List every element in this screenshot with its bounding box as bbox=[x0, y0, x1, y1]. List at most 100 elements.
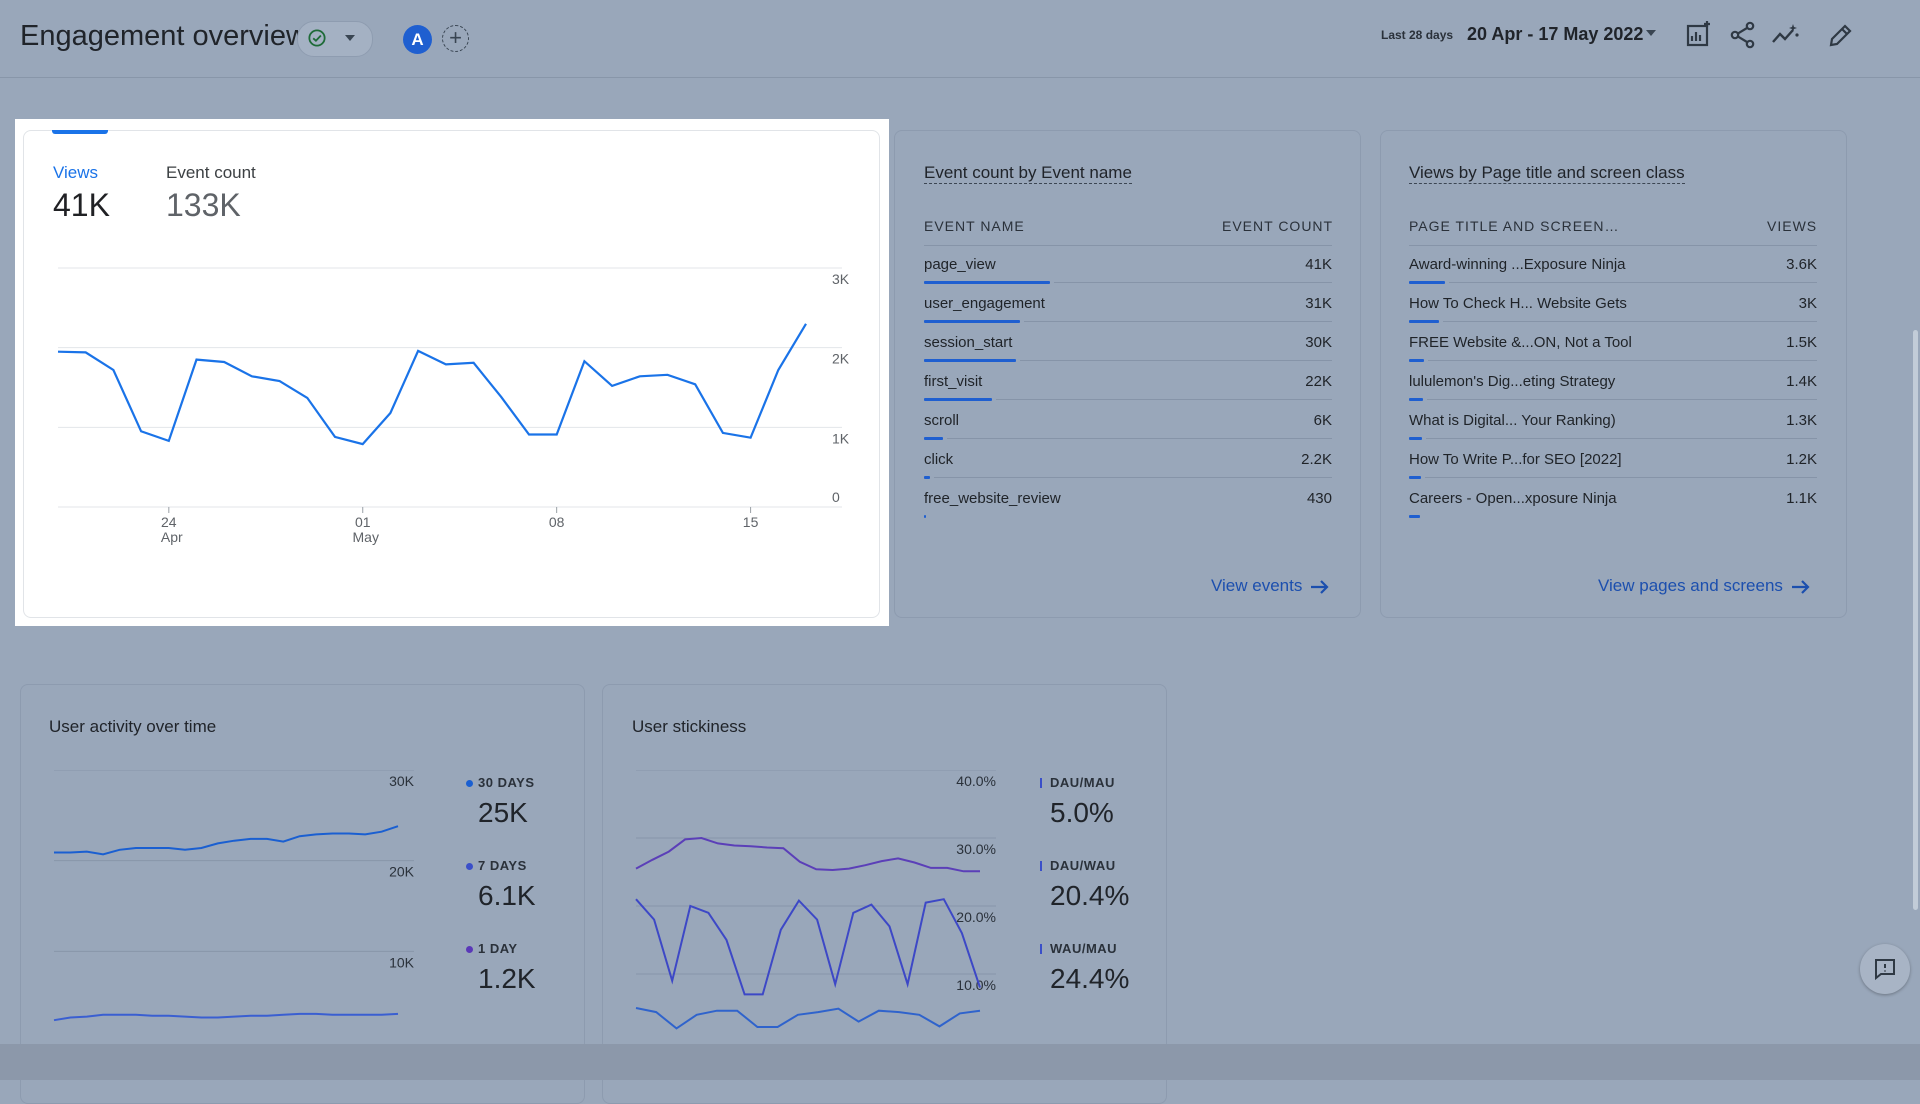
view-pages-label: View pages and screens bbox=[1598, 576, 1783, 595]
legend-label: WAU/MAU bbox=[1050, 941, 1118, 956]
customize-report-icon[interactable] bbox=[1684, 20, 1714, 50]
table-row-bar bbox=[1409, 281, 1445, 284]
legend-value: 1.2K bbox=[478, 963, 536, 994]
table-row-label[interactable]: Careers - Open...xposure Ninja bbox=[1409, 490, 1617, 507]
legend-value: 6.1K bbox=[478, 880, 536, 911]
tab-views[interactable]: Views bbox=[53, 163, 99, 182]
date-range-preset: Last 28 days bbox=[1381, 28, 1454, 42]
page-scrollbar[interactable] bbox=[1913, 330, 1918, 910]
table-row-value: 3.6K bbox=[1786, 256, 1817, 273]
table-row-label[interactable]: lululemon's Dig...eting Strategy bbox=[1409, 373, 1616, 390]
series-line bbox=[53, 1012, 399, 1022]
table-row-separator bbox=[1054, 282, 1332, 283]
date-range-picker[interactable]: 20 Apr - 17 May 2022 bbox=[1467, 24, 1644, 44]
series-line bbox=[54, 825, 399, 856]
y-tick-label: 30K bbox=[389, 773, 415, 789]
y-tick-label: 3K bbox=[832, 271, 850, 287]
table-row-label[interactable]: How To Check H... Website Gets bbox=[1409, 295, 1627, 312]
header-separator bbox=[1409, 245, 1817, 246]
table-row-label[interactable]: user_engagement bbox=[924, 295, 1045, 312]
report-status-dropdown[interactable] bbox=[297, 21, 373, 57]
x-tick-month: Apr bbox=[161, 529, 183, 545]
table-row-label[interactable]: How To Write P...for SEO [2022] bbox=[1409, 451, 1622, 468]
legend-label: DAU/MAU bbox=[1050, 775, 1115, 790]
series-line bbox=[635, 836, 980, 873]
event-count-card bbox=[894, 130, 1361, 618]
table-row-bar bbox=[1409, 515, 1420, 518]
table-row-label[interactable]: page_view bbox=[924, 256, 996, 273]
share-icon[interactable] bbox=[1728, 20, 1758, 50]
y-tick-label: 2K bbox=[832, 351, 850, 367]
view-events-link[interactable]: View events bbox=[1211, 576, 1330, 596]
series-line bbox=[635, 898, 981, 996]
user-stickiness-title: User stickiness bbox=[632, 717, 747, 736]
comparison-avatar[interactable]: A bbox=[403, 25, 432, 54]
table-row-label[interactable]: first_visit bbox=[924, 373, 983, 390]
user-activity-card bbox=[20, 684, 585, 1104]
legend-label: DAU/WAU bbox=[1050, 858, 1116, 873]
legend-dot bbox=[466, 780, 473, 787]
table-row-bar bbox=[924, 359, 1016, 362]
feedback-button[interactable] bbox=[1860, 944, 1910, 994]
x-tick-day: 24 bbox=[161, 514, 177, 530]
col-event-count: EVENT COUNT bbox=[1222, 218, 1334, 234]
table-row-value: 30K bbox=[1305, 334, 1332, 351]
event-card-title[interactable]: Event count by Event name bbox=[924, 163, 1132, 184]
legend-value: 20.4% bbox=[1050, 880, 1130, 911]
view-pages-link[interactable]: View pages and screens bbox=[1598, 576, 1811, 596]
table-row-bar bbox=[1409, 398, 1423, 401]
table-row-bar bbox=[1409, 437, 1422, 440]
check-circle-icon bbox=[308, 29, 326, 47]
table-row-value: 2.2K bbox=[1301, 451, 1332, 468]
pages-card-title-text: Views by Page title and screen class bbox=[1409, 163, 1685, 184]
y-tick-label: 20K bbox=[389, 864, 415, 880]
x-tick-day: 01 bbox=[355, 514, 371, 530]
table-row-separator bbox=[1020, 360, 1332, 361]
table-row-label[interactable]: session_start bbox=[924, 334, 1013, 351]
user-activity-title: User activity over time bbox=[49, 717, 217, 736]
chevron-down-icon[interactable] bbox=[1645, 28, 1657, 38]
edit-icon[interactable] bbox=[1826, 20, 1856, 50]
user-stickiness-card bbox=[602, 684, 1167, 1104]
views-card bbox=[23, 130, 880, 618]
add-icon: + bbox=[449, 25, 462, 50]
table-row-label[interactable]: What is Digital... Your Ranking) bbox=[1409, 412, 1616, 429]
table-row-separator bbox=[1449, 282, 1817, 283]
table-row-bar bbox=[924, 515, 926, 518]
user-activity-chart: 30K 20K 10K bbox=[53, 770, 415, 1022]
pages-card-title[interactable]: Views by Page title and screen class bbox=[1409, 163, 1685, 184]
legend-value: 25K bbox=[478, 797, 528, 828]
views-series-line bbox=[57, 323, 807, 446]
table-row-value: 1.3K bbox=[1786, 412, 1817, 429]
chevron-down-icon bbox=[345, 35, 355, 41]
insights-icon[interactable] bbox=[1771, 20, 1801, 50]
table-row-separator bbox=[1425, 477, 1817, 478]
col-event-name: EVENT NAME bbox=[924, 218, 1025, 234]
table-row-separator bbox=[1428, 360, 1817, 361]
legend-value: 24.4% bbox=[1050, 963, 1130, 994]
tab-event-count[interactable]: Event count bbox=[166, 163, 256, 182]
table-row-label[interactable]: free_website_review bbox=[924, 490, 1061, 507]
table-row-bar bbox=[924, 281, 1050, 284]
table-row-label[interactable]: click bbox=[924, 451, 954, 468]
bottom-strip bbox=[0, 1044, 1920, 1080]
series-line bbox=[635, 1007, 981, 1030]
table-row-bar bbox=[924, 437, 943, 440]
legend-marker bbox=[1040, 778, 1042, 788]
view-events-label: View events bbox=[1211, 576, 1303, 595]
event-count-value: 133K bbox=[166, 187, 241, 223]
top-bar: Engagement overview A + Last 28 days 20 … bbox=[0, 0, 1920, 78]
table-row-value: 430 bbox=[1306, 490, 1332, 507]
table-row-value: 22K bbox=[1305, 373, 1332, 390]
table-row-value: 6K bbox=[1313, 412, 1332, 429]
active-tab-indicator bbox=[52, 130, 108, 134]
legend-label: 30 DAYS bbox=[478, 775, 535, 790]
table-row-label[interactable]: Award-winning ...Exposure Ninja bbox=[1409, 256, 1626, 273]
table-row-label[interactable]: FREE Website &...ON, Not a Tool bbox=[1409, 334, 1632, 351]
table-row-label[interactable]: scroll bbox=[924, 412, 960, 429]
table-row-bar bbox=[924, 398, 992, 401]
add-comparison-button[interactable]: + bbox=[442, 25, 469, 52]
y-tick-label: 40.0% bbox=[956, 773, 996, 789]
col-page-title: PAGE TITLE AND SCREEN… bbox=[1409, 218, 1620, 234]
col-views: VIEWS bbox=[1767, 218, 1818, 234]
